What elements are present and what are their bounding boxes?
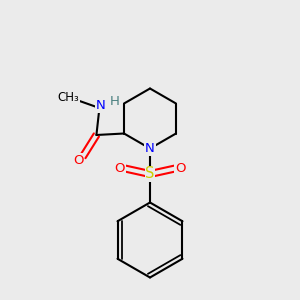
Text: N: N xyxy=(145,142,155,155)
Text: O: O xyxy=(73,154,84,167)
Text: O: O xyxy=(175,162,185,175)
Text: O: O xyxy=(115,162,125,175)
Text: S: S xyxy=(145,167,155,182)
Text: CH₃: CH₃ xyxy=(58,91,80,104)
Text: N: N xyxy=(96,99,106,112)
Text: H: H xyxy=(110,95,120,108)
